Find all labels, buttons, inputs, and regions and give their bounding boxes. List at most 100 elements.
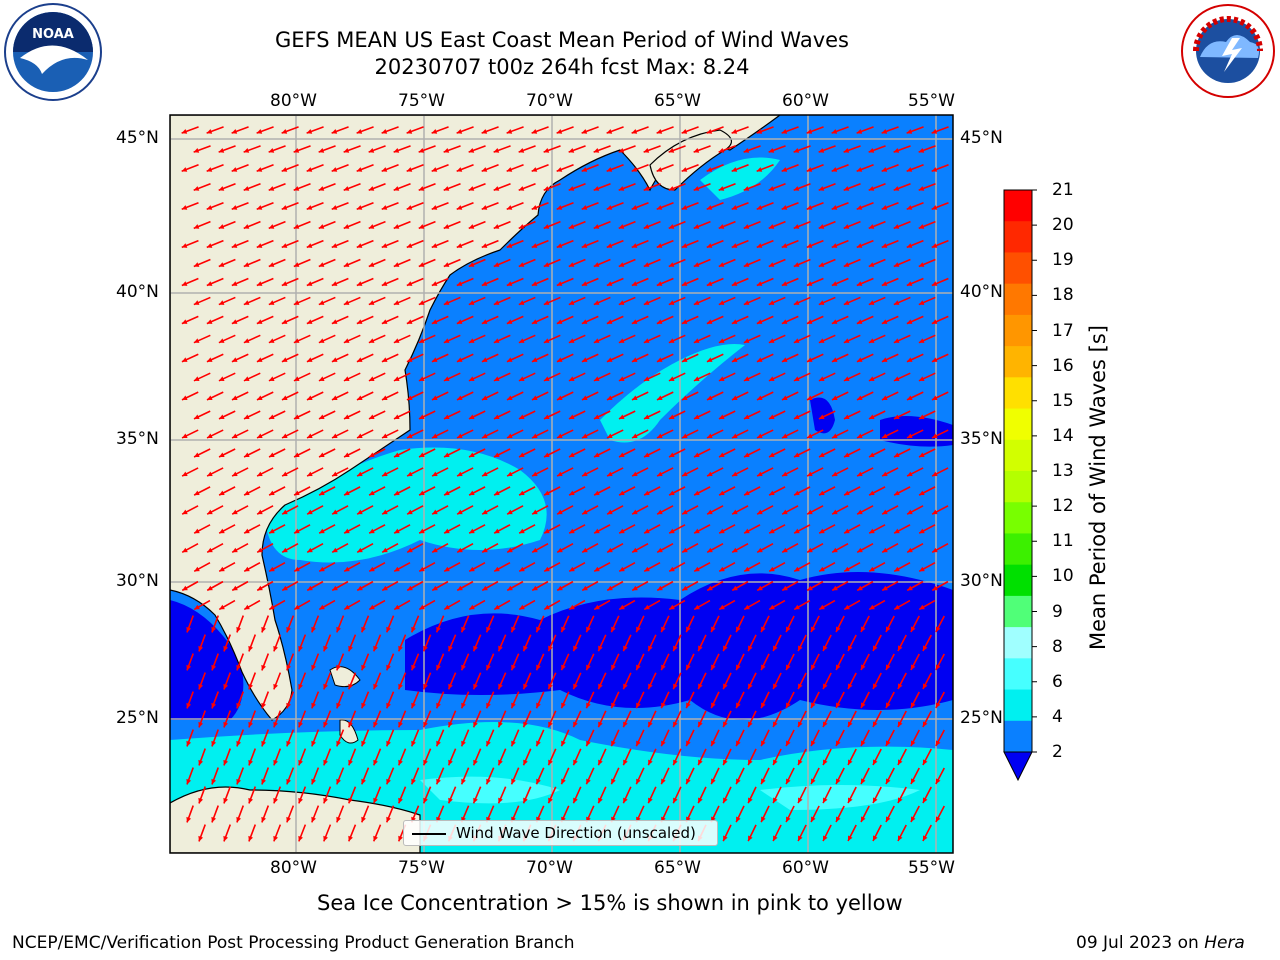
wind-wave-arrow <box>385 653 395 671</box>
wind-wave-arrow <box>497 634 507 652</box>
wind-wave-arrow <box>897 748 907 766</box>
wind-wave-arrow <box>831 505 849 515</box>
wind-wave-arrow <box>293 524 311 534</box>
wind-wave-arrow <box>581 580 599 592</box>
wind-wave-arrow <box>218 561 236 573</box>
wind-wave-arrow <box>231 239 249 249</box>
wind-wave-arrow <box>406 201 424 211</box>
wind-wave-arrow <box>593 372 611 382</box>
wind-wave-arrow <box>468 183 486 191</box>
wind-wave-arrow <box>631 467 649 477</box>
wind-wave-arrow <box>381 239 399 249</box>
wind-wave-arrow <box>893 334 911 344</box>
wind-wave-arrow <box>306 505 324 515</box>
wind-wave-arrow <box>756 580 774 592</box>
wind-wave-arrow <box>631 391 649 401</box>
wind-wave-arrow <box>193 372 211 382</box>
wind-wave-arrow <box>397 748 407 766</box>
wind-wave-arrow <box>485 615 495 633</box>
wind-wave-arrow <box>672 710 682 728</box>
wind-wave-arrow <box>606 277 624 287</box>
wind-wave-arrow <box>935 653 945 671</box>
wind-wave-arrow <box>856 429 874 439</box>
wind-wave-arrow <box>706 201 724 211</box>
lat-tick-right-40n: 40°N <box>960 282 1003 302</box>
wind-wave-arrow <box>568 183 586 191</box>
wind-wave-arrow <box>693 372 711 382</box>
wind-wave-arrow <box>935 805 945 823</box>
wind-wave-arrow <box>831 277 849 287</box>
wind-wave-arrow <box>618 220 636 230</box>
wind-wave-arrow <box>268 599 286 611</box>
wind-wave-arrow <box>881 543 899 553</box>
lat-tick-left-45n: 45°N <box>116 128 159 148</box>
wind-wave-arrow <box>631 164 649 172</box>
wind-wave-arrow <box>522 748 532 766</box>
wind-wave-arrow <box>231 277 249 287</box>
wind-wave-arrow <box>681 239 699 249</box>
wind-wave-arrow <box>568 410 586 420</box>
wind-wave-arrow <box>593 296 611 306</box>
wind-wave-arrow <box>198 748 206 766</box>
wind-wave-arrow <box>622 672 632 690</box>
period-zone-lt2-east <box>810 397 953 447</box>
wind-wave-arrow <box>735 767 745 785</box>
wind-wave-arrow <box>547 710 557 728</box>
wind-wave-arrow <box>781 239 799 249</box>
wind-wave-arrow <box>743 486 761 496</box>
footer-date-text: 09 Jul 2023 on <box>1076 933 1205 953</box>
wind-wave-arrow <box>931 164 949 172</box>
wind-wave-arrow <box>693 561 711 573</box>
wind-wave-arrow <box>181 315 199 325</box>
wind-wave-arrow <box>881 126 899 134</box>
wind-wave-arrow <box>481 580 499 592</box>
wind-wave-arrow <box>556 580 574 592</box>
wind-wave-arrow <box>660 653 670 671</box>
wind-wave-arrow <box>206 505 224 515</box>
wind-wave-arrow <box>868 220 886 230</box>
wind-wave-arrow <box>910 805 920 823</box>
wind-wave-arrow <box>818 448 836 458</box>
wind-wave-arrow <box>710 615 720 633</box>
wind-wave-arrow <box>306 315 324 325</box>
wind-wave-arrow <box>535 729 545 747</box>
wind-wave-arrow <box>206 353 224 363</box>
wind-wave-arrow <box>918 524 936 534</box>
wind-wave-arrow <box>843 183 861 191</box>
wind-wave-arrow <box>243 486 261 496</box>
wind-wave-arrow <box>385 729 395 747</box>
wind-wave-arrow <box>760 691 770 709</box>
wind-wave-arrow <box>668 561 686 573</box>
colorbar-segment <box>1004 439 1032 472</box>
wind-wave-arrow <box>810 805 820 823</box>
wind-wave-arrow <box>186 691 194 709</box>
wind-wave-arrow <box>443 372 461 382</box>
wind-wave-arrow <box>431 353 449 363</box>
wind-wave-arrow <box>485 729 495 747</box>
wind-wave-arrow <box>818 296 836 306</box>
wind-wave-arrow <box>718 145 736 153</box>
wind-wave-arrow <box>756 467 774 477</box>
wind-wave-arrow <box>681 505 699 515</box>
wind-wave-arrow <box>843 561 861 573</box>
wind-wave-arrow <box>261 729 270 747</box>
wind-wave-arrow <box>393 296 411 306</box>
colorbar-under-arrow <box>1003 751 1033 782</box>
wind-wave-arrow <box>631 543 649 553</box>
wind-wave-arrow <box>372 710 382 728</box>
wind-wave-arrow <box>418 486 436 496</box>
wind-wave-arrow <box>531 353 549 363</box>
wind-wave-arrow <box>731 543 749 553</box>
wind-wave-arrow <box>593 258 611 268</box>
period-zone-4-6-mid <box>600 157 780 443</box>
wind-wave-arrow <box>286 805 295 823</box>
wind-wave-arrow <box>918 334 936 344</box>
wind-wave-arrow <box>393 220 411 230</box>
wind-wave-arrow <box>868 258 886 268</box>
wind-wave-arrow <box>393 524 411 534</box>
wind-wave-arrow <box>186 805 194 823</box>
wind-wave-arrow <box>543 524 561 534</box>
wind-wave-arrow <box>697 672 707 690</box>
wind-wave-arrow <box>556 239 574 249</box>
wind-wave-arrow <box>881 164 899 172</box>
